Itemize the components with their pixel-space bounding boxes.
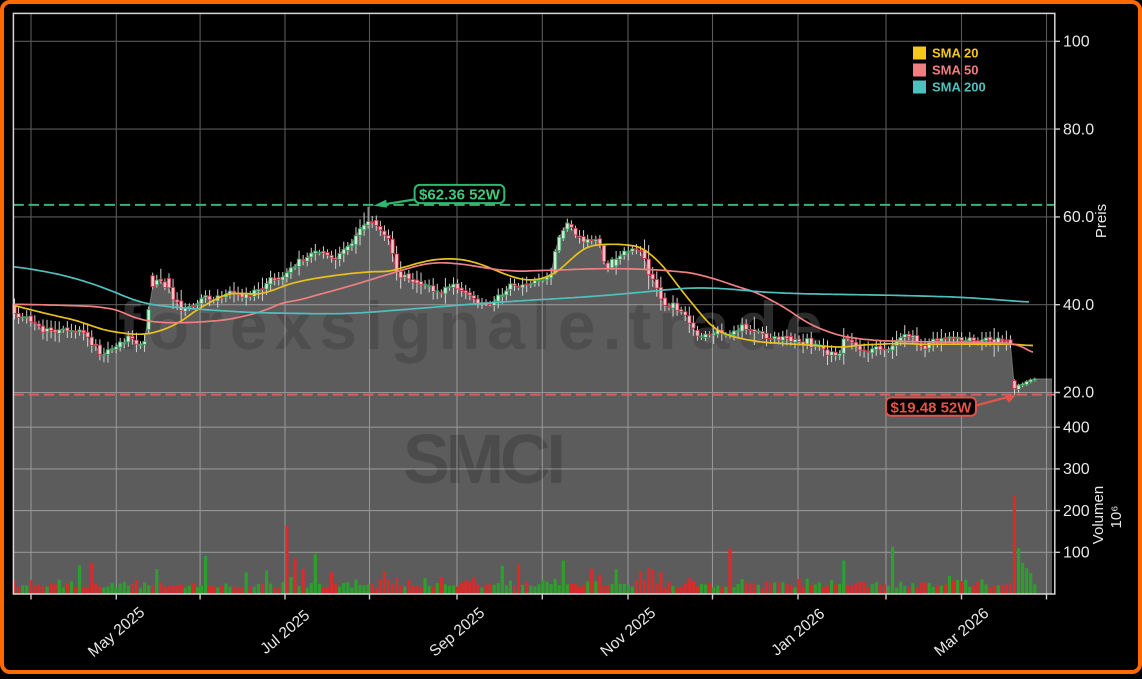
svg-text:40.0: 40.0 — [1063, 297, 1094, 314]
svg-text:$62.36 52W: $62.36 52W — [419, 186, 501, 203]
svg-text:forexsignale.trade: forexsignale.trade — [118, 288, 830, 364]
svg-text:200: 200 — [1063, 503, 1090, 520]
svg-text:10⁶: 10⁶ — [1108, 506, 1125, 529]
svg-text:300: 300 — [1063, 461, 1090, 478]
svg-text:80.0: 80.0 — [1063, 121, 1094, 138]
svg-text:SMA 200: SMA 200 — [932, 80, 986, 95]
svg-text:400: 400 — [1063, 419, 1090, 436]
svg-text:SMA 20: SMA 20 — [932, 46, 978, 61]
svg-text:SMA 50: SMA 50 — [932, 63, 978, 78]
svg-text:SMCI: SMCI — [403, 420, 562, 498]
svg-text:100: 100 — [1063, 34, 1090, 51]
svg-text:$19.48 52W: $19.48 52W — [891, 399, 973, 416]
svg-text:100: 100 — [1063, 545, 1090, 562]
svg-text:Volumen: Volumen — [1090, 486, 1107, 544]
svg-text:20.0: 20.0 — [1063, 385, 1094, 402]
svg-text:60.0: 60.0 — [1063, 209, 1094, 226]
svg-text:Preis: Preis — [1093, 204, 1110, 238]
